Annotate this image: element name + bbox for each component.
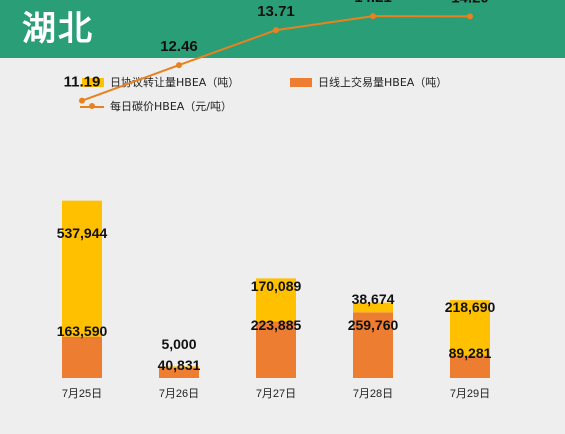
price-label-2: 12.46 [160,38,198,55]
online-label-2: 40,831 [158,357,201,373]
bar-transfer-3 [256,278,296,322]
price-label-4: 14.21 [354,0,392,6]
transfer-label-1: 537,944 [57,225,108,241]
online-label-1: 163,590 [57,323,108,339]
legend-label-online: 日线上交易量HBEA（吨） [318,76,448,89]
price-point-3 [273,27,279,34]
x-tick-label-5: 7月29日 [450,388,490,400]
price-label-5: 14.20 [451,0,489,6]
price-point-4 [370,13,376,20]
price-point-1 [79,97,85,104]
price-point-2 [176,62,182,69]
bar-transfer-2 [159,366,199,368]
transfer-label-2: 5,000 [161,336,196,352]
bar-online-3 [256,321,296,378]
transfer-label-4: 38,674 [352,291,395,307]
x-tick-label-3: 7月27日 [256,388,296,400]
price-label-1: 11.19 [64,74,101,91]
bar-online-1 [62,336,102,378]
x-tick-label-1: 7月25日 [62,388,102,400]
legend-label-price: 每日碳价HBEA（元/吨） [110,100,232,113]
legend-item-price: 每日碳价HBEA（元/吨） [80,98,232,114]
online-label-5: 89,281 [449,345,492,361]
legend-swatch-transfer [82,77,104,87]
transfer-label-3: 170,089 [251,278,302,294]
x-tick-label-4: 7月28日 [353,388,393,400]
x-tick-label-2: 7月26日 [159,388,199,400]
legend-swatch-online [290,77,312,87]
bar-transfer-4 [353,302,393,313]
legend-swatch-price [80,102,104,111]
header-bar: 湖北 [0,0,565,58]
bar-online-5 [450,355,490,378]
online-label-4: 259,760 [348,317,399,333]
price-point-5 [467,13,473,20]
bar-online-2 [159,367,199,378]
chart-legend: 日协议转让量HBEA（吨） 日线上交易量HBEA（吨） 每日碳价HBEA（元/吨… [0,0,565,120]
bar-online-4 [353,312,393,378]
price-label-3: 13.71 [257,3,295,20]
online-label-3: 223,885 [251,317,302,333]
page-title: 湖北 [22,9,94,49]
legend-item-online: 日线上交易量HBEA（吨） [290,74,447,90]
bar-transfer-1 [62,200,102,337]
bar-transfer-5 [450,300,490,356]
transfer-label-5: 218,690 [445,299,496,315]
